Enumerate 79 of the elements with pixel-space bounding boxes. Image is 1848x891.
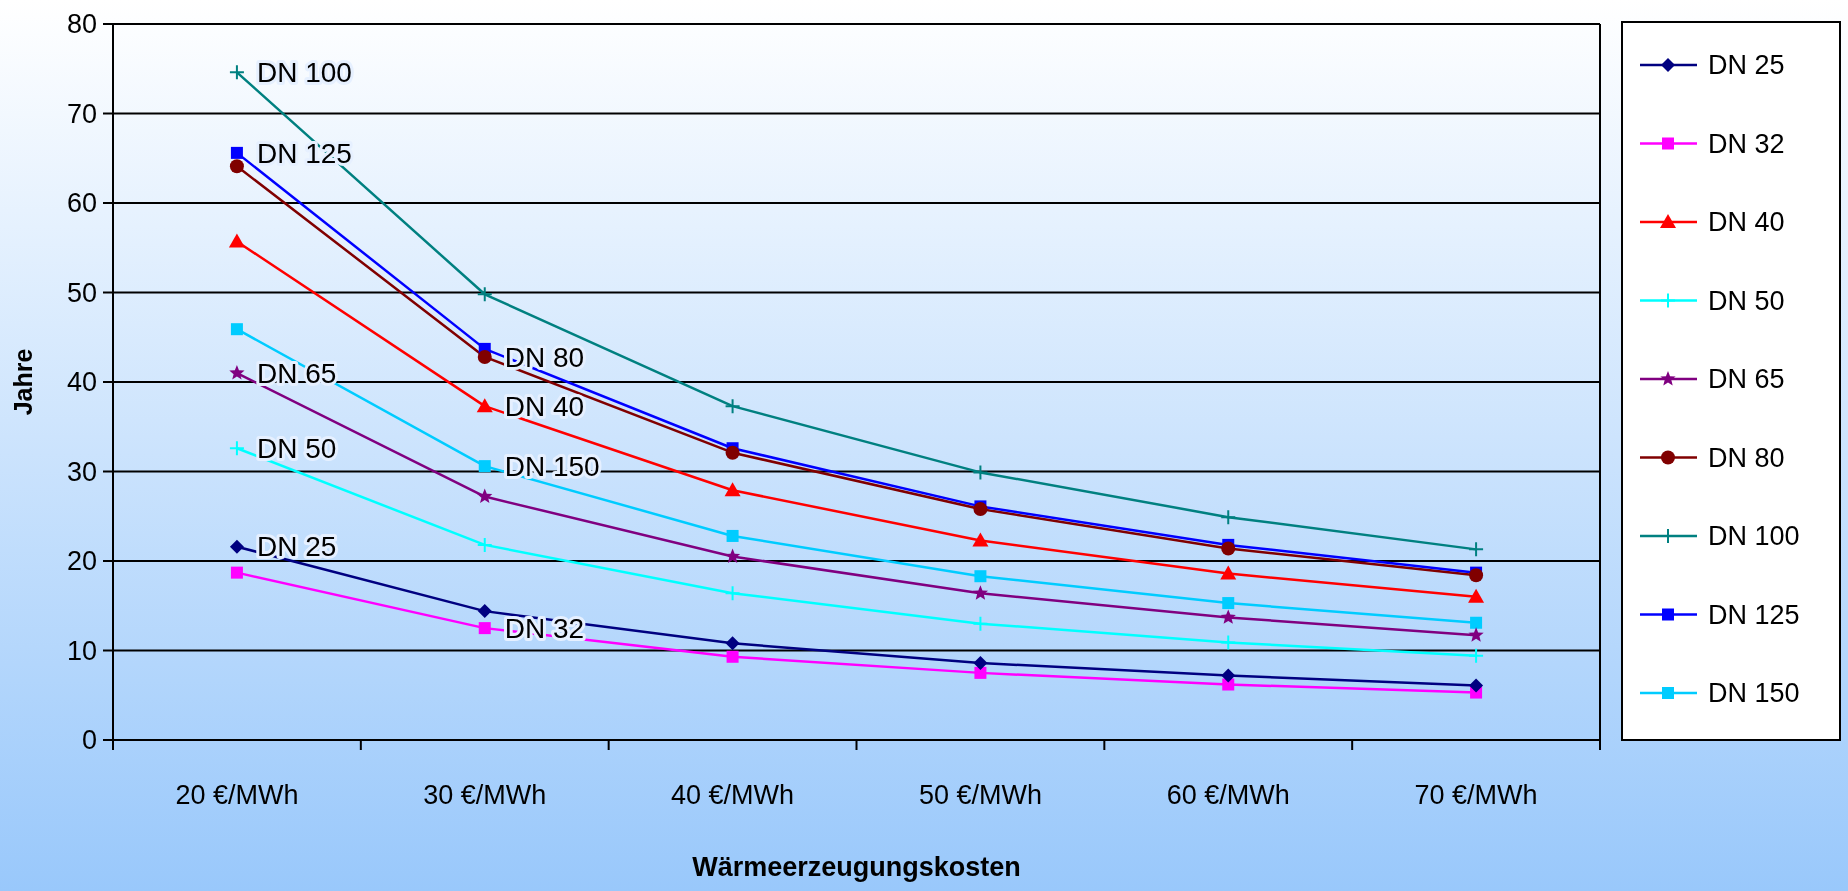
legend-label: DN 80 <box>1708 442 1785 473</box>
annotation: DN 80 <box>504 341 585 373</box>
point <box>1220 609 1236 624</box>
point <box>724 398 741 415</box>
legend-label: DN 25 <box>1708 50 1785 81</box>
point <box>1468 647 1485 664</box>
y-tick-label: 20 <box>66 546 97 577</box>
point <box>1221 541 1236 556</box>
point <box>1468 588 1485 603</box>
point <box>974 570 987 583</box>
x-tick-label: 60 €/MWh <box>1166 780 1290 810</box>
legend-label: DN 32 <box>1708 128 1785 159</box>
x-tick-label: 50 €/MWh <box>918 780 1042 810</box>
point <box>1220 634 1237 651</box>
point <box>1220 565 1237 580</box>
y-tick-label: 70 <box>66 98 97 129</box>
y-tick-label: 30 <box>66 456 97 487</box>
point <box>1221 668 1236 683</box>
point <box>726 650 739 663</box>
point <box>477 488 493 504</box>
point <box>724 548 741 563</box>
point <box>228 233 245 248</box>
point <box>1222 678 1235 691</box>
y-tick-label: 80 <box>66 9 97 40</box>
point <box>725 636 740 651</box>
legend-label: DN 40 <box>1708 207 1785 238</box>
point <box>1220 509 1237 526</box>
point <box>1468 541 1485 558</box>
point <box>477 349 492 364</box>
point <box>974 666 987 679</box>
point <box>1469 568 1484 583</box>
point <box>476 286 493 303</box>
point <box>229 159 244 174</box>
point <box>477 604 492 619</box>
point <box>726 529 739 542</box>
point <box>972 532 989 547</box>
annotation: DN 100 <box>256 57 352 89</box>
point <box>972 615 989 632</box>
legend-label: DN 150 <box>1708 678 1800 709</box>
x-axis-title: Wärmeerzeugungskosten <box>692 852 1021 882</box>
point <box>228 64 245 81</box>
point <box>724 585 741 602</box>
point <box>230 323 243 336</box>
point <box>230 146 243 159</box>
point <box>230 566 243 579</box>
y-tick-label: 40 <box>66 367 97 398</box>
y-axis-title: Jahre <box>9 348 37 416</box>
point <box>478 622 491 635</box>
legend-label: DN 50 <box>1708 285 1785 316</box>
point <box>476 536 493 553</box>
point <box>724 482 741 497</box>
point <box>229 539 244 554</box>
y-tick-label: 50 <box>66 277 97 308</box>
annotation: DN 50 <box>256 433 337 465</box>
annotation: DN 25 <box>256 531 337 563</box>
legend-label: DN 100 <box>1708 521 1800 552</box>
point <box>1222 597 1235 610</box>
y-tick-label: 60 <box>66 188 97 219</box>
point <box>229 365 245 380</box>
y-tick-label: 10 <box>66 635 97 666</box>
point <box>973 656 988 671</box>
point <box>1470 616 1483 629</box>
legend-label: DN 65 <box>1708 364 1785 395</box>
point <box>972 464 989 481</box>
y-tick-label: 0 <box>81 725 97 756</box>
point <box>1469 678 1484 693</box>
point <box>1468 627 1484 642</box>
annotation: DN 40 <box>504 390 585 422</box>
x-tick-label: 30 €/MWh <box>423 780 547 810</box>
point <box>725 445 740 460</box>
legend-label: DN 125 <box>1708 599 1800 630</box>
x-tick-label: 20 €/MWh <box>175 780 299 810</box>
point <box>228 440 245 457</box>
x-tick-label: 70 €/MWh <box>1414 780 1538 810</box>
point <box>972 585 989 600</box>
point <box>478 460 491 473</box>
point <box>476 398 493 413</box>
x-tick-label: 40 €/MWh <box>671 780 795 810</box>
point <box>973 502 988 517</box>
